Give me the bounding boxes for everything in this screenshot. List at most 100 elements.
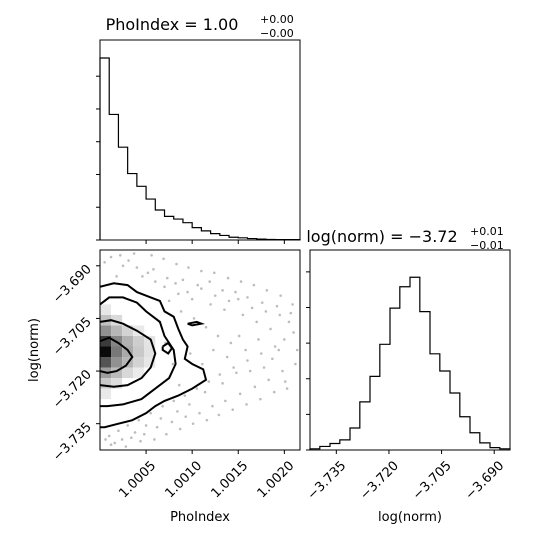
joint-scatter-point (183, 394, 187, 397)
phoindex-title: PhoIndex = 1.00 +0.00−0.00 (106, 13, 294, 40)
joint-scatter-point (107, 434, 111, 438)
joint-density-cell (122, 335, 134, 347)
joint-scatter-point (132, 252, 136, 255)
joint-scatter-point (120, 438, 124, 441)
joint-ytick-label: −3.720 (50, 367, 95, 412)
joint-scatter-point (155, 425, 159, 429)
phoindex-hist-bar (211, 234, 220, 240)
joint-scatter-point (216, 334, 220, 338)
lognorm-hist-bar (480, 443, 490, 450)
joint-scatter-point (203, 390, 207, 394)
joint-scatter-point (225, 355, 229, 359)
phoindex-hist-bar (137, 186, 146, 240)
joint-scatter-point (163, 285, 166, 289)
joint-scatter-point (179, 310, 183, 313)
joint-scatter-point (109, 443, 113, 447)
lognorm-hist-step (309, 276, 511, 450)
joint-scatter-point (291, 303, 294, 306)
joint-scatter-point (118, 253, 122, 257)
joint-scatter-point (255, 320, 258, 324)
joint-contour-3 (100, 296, 177, 408)
joint-scatter-point (109, 255, 113, 259)
joint-scatter-point (153, 280, 157, 283)
joint-frame (99, 249, 301, 451)
joint-scatter-point (205, 418, 209, 422)
joint-ytick-label: −3.705 (50, 315, 95, 360)
joint-scatter-point (117, 429, 120, 433)
joint-density-cell (122, 325, 134, 336)
joint-scatter-point (227, 299, 231, 303)
joint-scatter-point (172, 399, 176, 403)
lognorm-hist-bar (430, 354, 440, 450)
lognorm-hist-xtick-label: −3.720 (357, 458, 402, 503)
joint-scatter-point (218, 373, 222, 376)
joint-scatter-point (294, 362, 297, 366)
joint-scatter-point (141, 275, 144, 278)
joint-scatter-point (104, 438, 107, 441)
joint-scatter-point (207, 380, 211, 383)
phoindex-hist-bar (100, 58, 109, 240)
joint-scatter-point (212, 348, 215, 352)
joint-scatter-point (191, 422, 195, 425)
joint-scatter-point (146, 271, 150, 275)
joint-density-cell (100, 378, 112, 389)
lognorm-hist-bar (380, 344, 390, 450)
lognorm-hist-xtick-label: −3.690 (463, 458, 508, 503)
joint-scatter-point (161, 404, 164, 408)
joint-scatter-point (130, 436, 133, 440)
joint-scatter-point (234, 290, 237, 294)
phoindex-hist-bar (229, 237, 238, 240)
joint-contour-1 (100, 336, 134, 374)
joint-scatter-point (187, 266, 190, 269)
lognorm-hist-bar (320, 446, 330, 450)
phoindex-title-main: PhoIndex = 1.00 (106, 15, 239, 34)
joint-contour-5 (161, 341, 174, 355)
joint-scatter-point (295, 348, 299, 352)
joint-scatter-point (192, 317, 196, 320)
joint-density-cell (144, 346, 156, 358)
joint-density-cell (122, 367, 134, 379)
phoindex-hist-bar (257, 239, 266, 240)
joint-scatter-point (283, 338, 286, 341)
joint-density-cell (111, 357, 123, 368)
joint-scatter-point (229, 341, 233, 345)
phoindex-hist-bar (238, 238, 247, 240)
joint-scatter-point (283, 380, 287, 383)
joint-scatter-point (201, 362, 204, 366)
joint-scatter-point (250, 306, 254, 310)
joint-density-cell (144, 335, 156, 347)
lognorm-hist-bar (390, 308, 400, 450)
joint-scatter-point (139, 439, 142, 443)
lognorm-hist-bar (330, 443, 340, 450)
joint-ytick-label: −3.690 (50, 262, 95, 307)
phoindex-axis-label: PhoIndex (170, 510, 230, 525)
lognorm-hist-bar (460, 417, 470, 450)
joint-xtick-label: 1.0020 (255, 458, 298, 501)
joint-scatter-point (259, 352, 263, 355)
lognorm-hist-bar (350, 428, 360, 450)
joint-scatter-point (165, 276, 169, 280)
joint-scatter-point (150, 253, 153, 257)
lognorm-hist-bar (410, 277, 420, 450)
joint-scatter-point (121, 264, 125, 268)
joint-scatter-point (209, 303, 212, 306)
joint-scatter-point (184, 415, 188, 418)
joint-density-cell (100, 346, 112, 358)
lognorm-hist-bar (440, 371, 450, 450)
joint-scatter-point (113, 441, 117, 445)
joint-scatter-point (244, 348, 247, 352)
joint-scatter-point (272, 390, 276, 394)
joint-scatter-point (223, 308, 226, 311)
joint-scatter-point (226, 276, 230, 280)
joint-scatter-point (103, 260, 106, 264)
joint-scatter-point (174, 282, 177, 285)
joint-density-cell (111, 325, 123, 336)
lognorm-hist-bar (420, 312, 430, 450)
joint-scatter-point (252, 283, 256, 287)
joint-scatter-point (176, 410, 179, 413)
joint-scatter-point (273, 345, 277, 348)
joint-scatter-point (149, 411, 152, 415)
joint-scatter-point (200, 287, 203, 290)
lognorm-hist-bar (310, 449, 320, 450)
phoindex-title-sub: −0.00 (260, 27, 294, 40)
